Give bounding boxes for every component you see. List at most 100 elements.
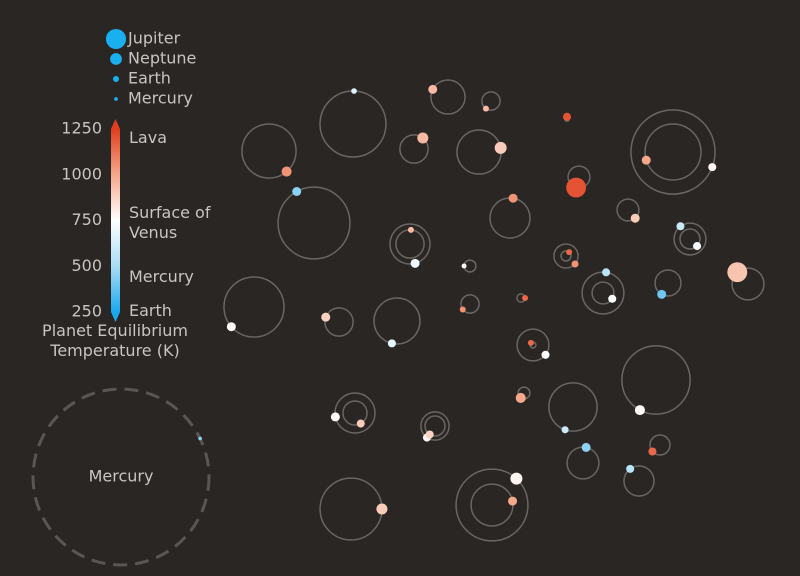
orbit [460,294,480,314]
legend-label: Mercury [128,89,193,108]
colorbar-tick-label: 750 [71,210,102,229]
planet [356,419,365,428]
orbit [319,90,387,158]
orbit [560,250,572,262]
planet [510,472,523,485]
planet [292,186,302,196]
orbit [319,477,383,541]
orbit [644,123,702,181]
reference-planet [198,436,202,441]
orbit [430,79,466,115]
colorbar-annotation: Mercury [129,267,194,287]
orbit [566,446,600,480]
colorbar-title: Planet Equilibrium Temperature (K) [42,321,188,360]
orbit [373,297,421,345]
orbit [673,222,707,256]
reference-label: Mercury [89,467,154,486]
orbit [581,271,625,315]
colorbar [111,129,120,312]
planet [727,262,748,283]
planet [515,392,526,403]
planet [693,242,702,251]
orbit [654,269,682,297]
planet [566,177,587,198]
orbit [516,328,550,362]
orbit [548,382,598,432]
planet [571,260,579,268]
orbit [395,229,425,259]
orbit [424,415,446,437]
legend-label: Neptune [128,49,196,68]
orbit [399,134,429,164]
legend-label: Earth [128,69,171,88]
planet [387,339,396,348]
orbit [241,123,297,179]
colorbar-tick-label: 250 [71,302,102,321]
planet [562,112,572,121]
orbit [481,91,501,111]
planet [657,289,667,299]
planet [226,322,236,332]
planet [708,163,717,172]
planet [482,105,489,112]
planet [581,442,591,452]
planet [522,295,529,301]
colorbar-tick-label: 1250 [61,119,102,138]
orbit [621,345,691,415]
orbit [616,198,640,222]
orbit [389,223,431,265]
orbit [649,434,671,456]
planet [376,503,388,515]
orbit [591,281,615,305]
planet [527,339,534,346]
orbit [420,411,450,441]
planet [407,226,414,233]
legend-size [113,76,119,82]
planet [508,496,518,506]
orbit [334,392,376,434]
legend-size [105,28,127,50]
planet [630,213,640,223]
planet [461,263,467,269]
orbit [623,465,655,497]
legend-size [114,97,118,101]
orbit [324,307,354,337]
colorbar-tick-label: 500 [71,256,102,275]
planet [410,258,420,268]
planet [330,412,340,422]
planet [648,447,657,456]
colorbar-annotation: Earth [129,301,172,321]
planet [626,464,635,473]
orbit [455,468,529,542]
colorbar-tick-label: 1000 [61,164,102,183]
orbit [630,109,716,195]
planet [494,141,507,154]
planet [321,312,331,322]
planet [425,430,434,439]
planet [561,426,569,434]
orbit [342,400,368,426]
planet [459,306,466,313]
colorbar-arrow-bottom [111,312,120,322]
orbit [277,186,351,260]
legend-size [110,53,122,65]
planet [351,88,357,94]
colorbar-arrow-top [111,119,120,129]
orbit [489,197,531,239]
planet [602,268,611,277]
planet [641,155,651,165]
colorbar-annotation: Lava [129,128,167,148]
orbit [553,243,579,269]
orbit [456,129,502,175]
planet [428,84,438,94]
planet [608,294,617,303]
planet [508,193,518,203]
orbit [731,267,765,301]
orbit [223,276,285,338]
legend-label: Jupiter [127,29,181,48]
planet [676,222,685,231]
colorbar-annotation: Surface of Venus [129,202,211,242]
orbit [470,483,514,527]
orbit [679,228,701,250]
